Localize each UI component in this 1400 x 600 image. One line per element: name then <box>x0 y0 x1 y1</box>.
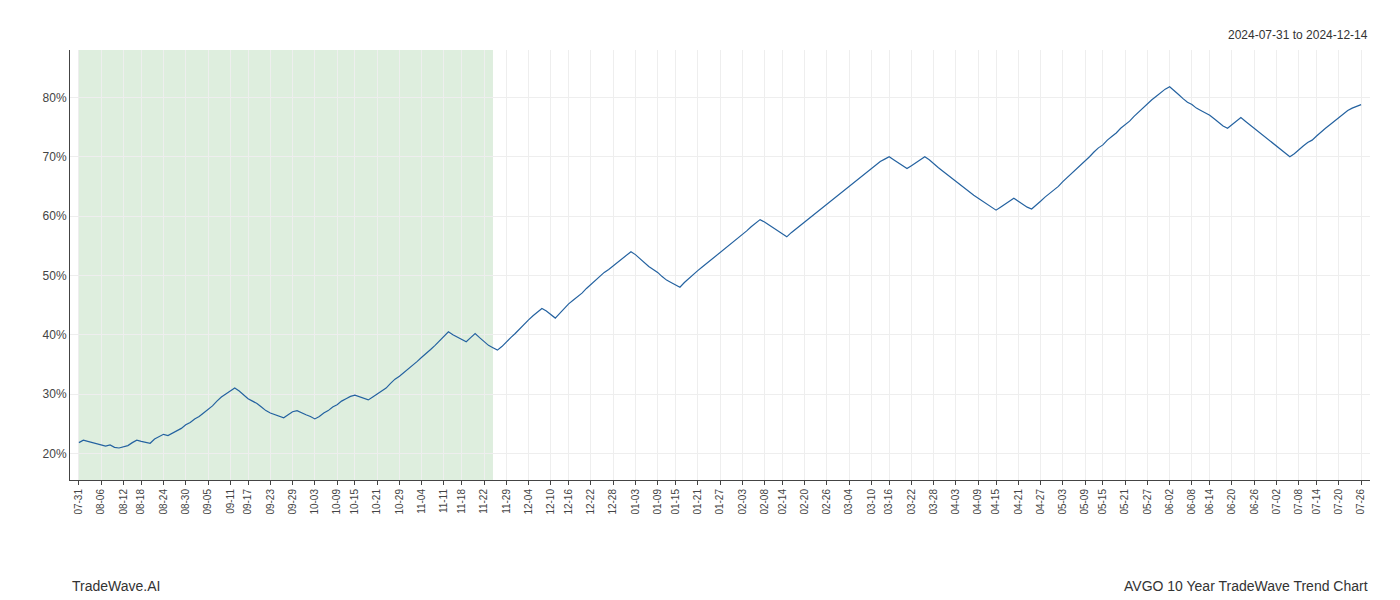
svg-text:03-16: 03-16 <box>883 489 894 515</box>
svg-text:02-14: 02-14 <box>777 489 788 515</box>
svg-text:10-03: 10-03 <box>309 489 320 515</box>
svg-text:12-10: 12-10 <box>545 489 556 515</box>
svg-text:11-18: 11-18 <box>456 489 467 514</box>
svg-text:TradeWave.AI: TradeWave.AI <box>72 578 160 594</box>
svg-text:04-15: 04-15 <box>990 489 1001 515</box>
svg-text:09-05: 09-05 <box>202 489 213 515</box>
svg-text:10-15: 10-15 <box>349 489 360 515</box>
svg-text:2024-07-31 to 2024-12-14: 2024-07-31 to 2024-12-14 <box>1228 28 1368 42</box>
svg-text:09-23: 09-23 <box>265 489 276 515</box>
svg-text:07-08: 07-08 <box>1293 489 1304 515</box>
svg-text:06-08: 06-08 <box>1186 489 1197 515</box>
svg-text:08-24: 08-24 <box>158 489 169 515</box>
svg-text:01-09: 01-09 <box>652 489 663 515</box>
svg-text:10-21: 10-21 <box>371 489 382 515</box>
svg-text:10-09: 10-09 <box>331 489 342 515</box>
svg-text:02-20: 02-20 <box>799 489 810 515</box>
svg-text:11-29: 11-29 <box>501 489 512 514</box>
svg-text:02-03: 02-03 <box>737 489 748 515</box>
svg-text:60%: 60% <box>43 209 67 223</box>
svg-text:01-03: 01-03 <box>630 489 641 515</box>
svg-text:05-15: 05-15 <box>1097 489 1108 515</box>
svg-text:10-29: 10-29 <box>394 489 405 515</box>
svg-text:09-29: 09-29 <box>287 489 298 515</box>
svg-text:06-26: 06-26 <box>1249 489 1260 515</box>
svg-text:30%: 30% <box>43 387 67 401</box>
svg-text:08-06: 08-06 <box>95 489 106 515</box>
svg-text:07-31: 07-31 <box>73 489 84 515</box>
svg-text:03-04: 03-04 <box>843 489 854 515</box>
svg-text:05-21: 05-21 <box>1119 489 1130 515</box>
svg-text:01-21: 01-21 <box>692 489 703 515</box>
svg-text:12-22: 12-22 <box>585 489 596 515</box>
svg-text:04-03: 04-03 <box>950 489 961 515</box>
svg-text:06-14: 06-14 <box>1204 489 1215 515</box>
svg-text:20%: 20% <box>43 447 67 461</box>
svg-text:07-26: 07-26 <box>1355 489 1366 515</box>
svg-text:08-18: 08-18 <box>135 489 146 515</box>
svg-text:03-10: 03-10 <box>866 489 877 515</box>
svg-text:11-22: 11-22 <box>478 489 489 514</box>
svg-text:12-04: 12-04 <box>523 489 534 515</box>
svg-text:11-04: 11-04 <box>416 489 427 514</box>
svg-text:70%: 70% <box>43 150 67 164</box>
svg-text:02-08: 02-08 <box>759 489 770 515</box>
svg-text:04-27: 04-27 <box>1035 489 1046 515</box>
svg-text:02-26: 02-26 <box>821 489 832 515</box>
svg-text:03-28: 03-28 <box>928 489 939 515</box>
svg-text:05-03: 05-03 <box>1057 489 1068 515</box>
svg-text:80%: 80% <box>43 91 67 105</box>
svg-text:40%: 40% <box>43 328 67 342</box>
svg-text:08-30: 08-30 <box>180 489 191 515</box>
svg-text:01-27: 01-27 <box>714 489 725 515</box>
svg-text:05-27: 05-27 <box>1142 489 1153 515</box>
svg-text:08-12: 08-12 <box>118 489 129 515</box>
svg-text:11-11: 11-11 <box>438 489 449 514</box>
svg-text:AVGO 10 Year TradeWave Trend C: AVGO 10 Year TradeWave Trend Chart <box>1124 578 1368 594</box>
svg-text:01-15: 01-15 <box>670 489 681 515</box>
svg-text:09-17: 09-17 <box>242 489 253 515</box>
svg-text:04-09: 04-09 <box>972 489 983 515</box>
svg-text:05-09: 05-09 <box>1079 489 1090 515</box>
svg-text:12-16: 12-16 <box>563 489 574 515</box>
svg-text:07-02: 07-02 <box>1271 489 1282 515</box>
svg-text:03-22: 03-22 <box>906 489 917 515</box>
svg-text:50%: 50% <box>43 269 67 283</box>
svg-text:06-02: 06-02 <box>1164 489 1175 515</box>
svg-text:07-20: 07-20 <box>1333 489 1344 515</box>
svg-text:04-21: 04-21 <box>1013 489 1024 515</box>
svg-text:07-14: 07-14 <box>1311 489 1322 515</box>
svg-text:12-28: 12-28 <box>607 489 618 515</box>
svg-text:09-11: 09-11 <box>225 489 236 514</box>
svg-text:06-20: 06-20 <box>1226 489 1237 515</box>
